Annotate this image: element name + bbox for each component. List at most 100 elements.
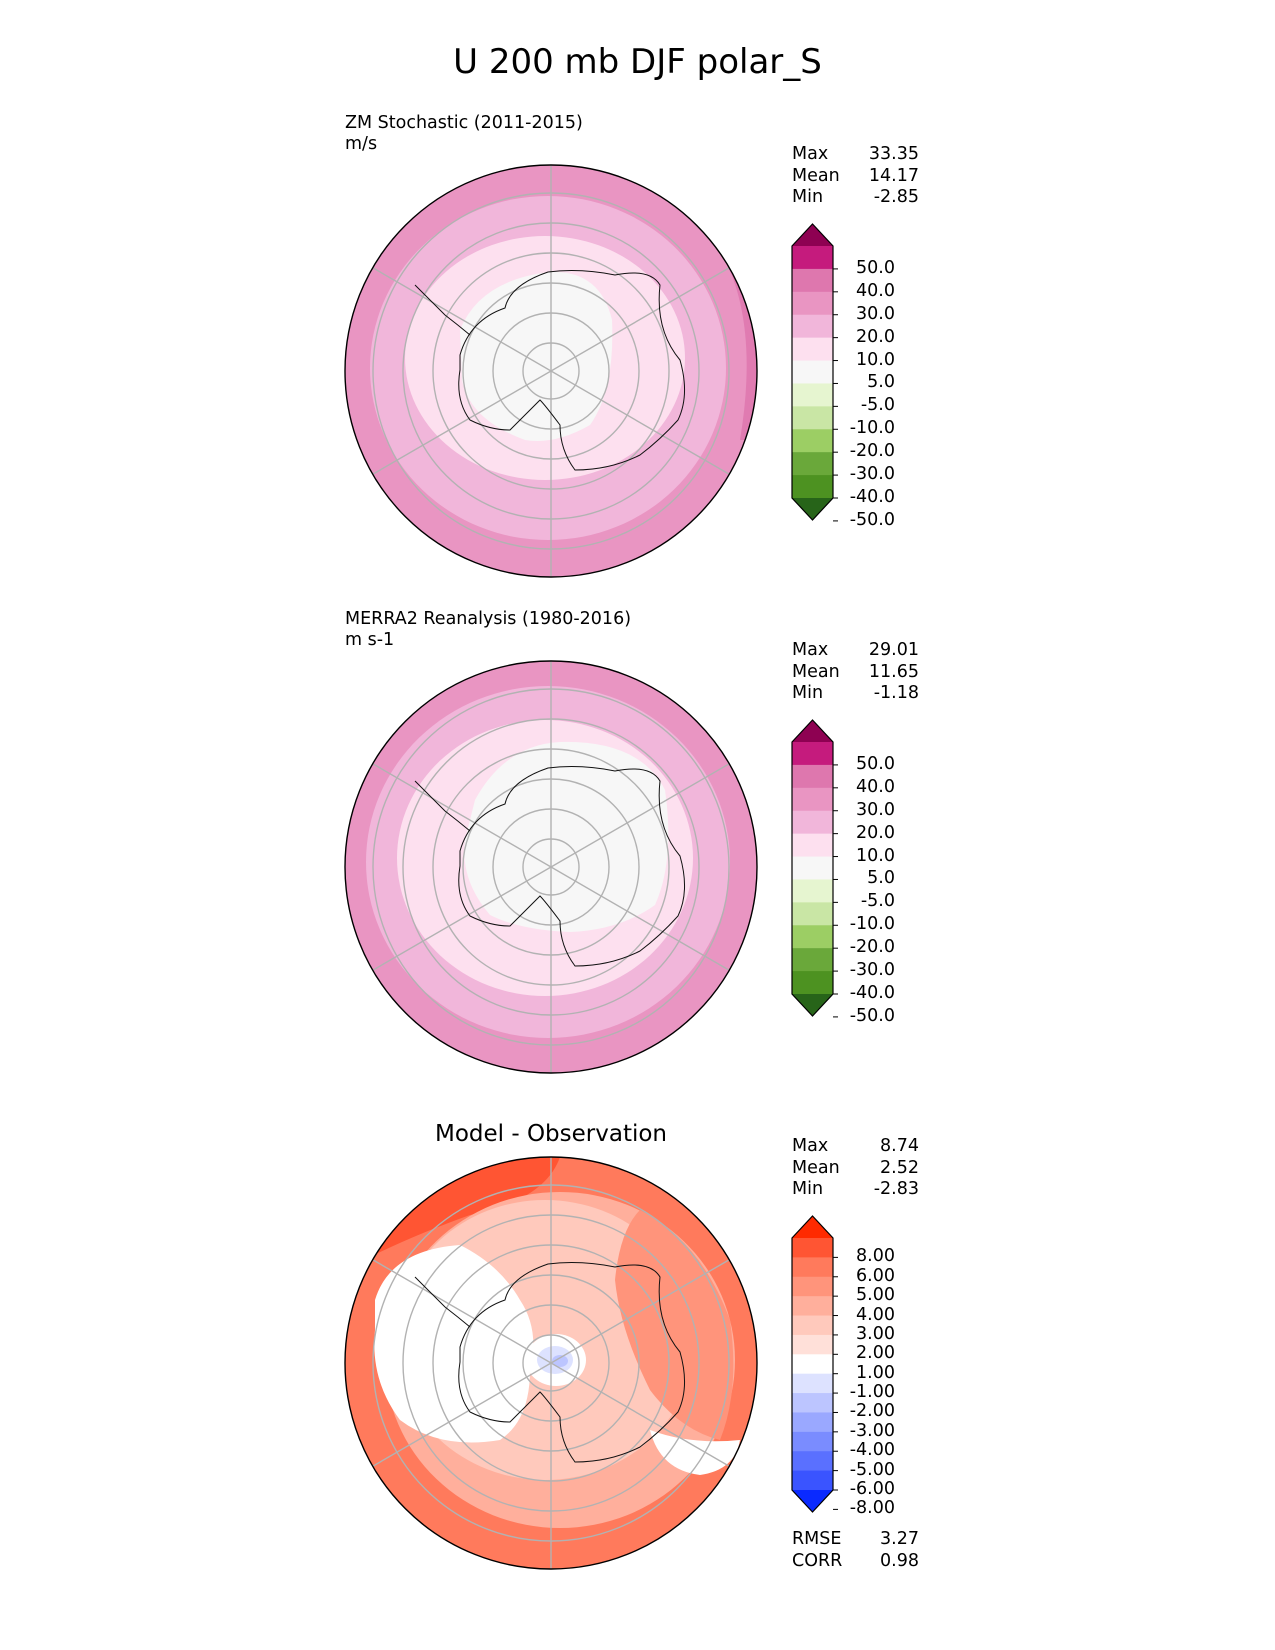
map-1-peninsula [414, 284, 471, 336]
map-2-peninsula [414, 780, 471, 832]
map-panel-3 [344, 1156, 758, 1570]
stat-value: 11.65 [868, 661, 919, 682]
panel-1-title-line1: ZM Stochastic (2011-2015) [345, 113, 583, 133]
panel-2-title-line1: MERRA2 Reanalysis (1980-2016) [345, 609, 632, 629]
map-1-coastline [458, 270, 685, 471]
field-band-4-5-east [615, 1210, 734, 1440]
colorbar-segment [792, 810, 833, 835]
panel-2-title: MERRA2 Reanalysis (1980-2016) m s-1 [345, 609, 631, 651]
map-1-graticule [367, 165, 735, 577]
colorbar-tick-label: -40.0 [849, 487, 895, 507]
colorbar-segment [792, 1393, 833, 1414]
colorbar-extend-min [792, 994, 833, 1016]
panel-2-units: m s-1 [345, 630, 395, 650]
map-3-boundary [344, 1156, 758, 1570]
stat-value: -2.83 [873, 1179, 919, 1199]
stat-label: Mean [792, 661, 840, 682]
stat-value: -2.85 [873, 187, 919, 207]
stat-label: Max [792, 144, 829, 164]
colorbar-segment [792, 337, 833, 362]
colorbar-tick-label: 50.0 [856, 753, 895, 774]
colorbar-segment [792, 1315, 833, 1336]
colorbar-tick-label: -20.0 [849, 937, 895, 958]
colorbar-tick-label: 8.00 [856, 1246, 895, 1267]
colorbar-tick-label: -20.0 [849, 441, 895, 462]
colorbar-extend-max [792, 224, 833, 246]
map-1-field [345, 165, 757, 577]
colorbar-segment [792, 406, 833, 430]
map-3-graticule [367, 1157, 735, 1569]
colorbar-tick-label: -40.0 [849, 983, 895, 1003]
stat-value: 2.52 [880, 1157, 919, 1178]
metric-value: 0.98 [880, 1550, 919, 1571]
colorbar-segment [792, 1412, 833, 1433]
colorbar-segment [792, 429, 833, 453]
colorbar-segment [792, 925, 833, 949]
colorbar-segment [792, 1431, 833, 1452]
colorbar-extend-max [792, 720, 833, 742]
panel-3-stats: Max 8.74 Mean 2.52 Min -2.83 [792, 1136, 919, 1201]
colorbar-extend-min [792, 1490, 833, 1512]
colorbar-tick-label: -30.0 [849, 960, 895, 981]
colorbar-segment [792, 948, 833, 972]
colorbar-segment [792, 452, 833, 476]
stat-value: 14.17 [868, 165, 919, 186]
colorbar-segment [792, 1470, 833, 1491]
colorbar-tick-label: 5.00 [856, 1285, 895, 1306]
colorbar-tick-label: -2.00 [849, 1401, 895, 1422]
colorbar-segment [792, 1334, 833, 1355]
map-2-boundary [344, 660, 758, 1074]
colorbar-segment [792, 360, 833, 385]
colorbar-segment [792, 833, 833, 858]
colorbar-tick-label: 10.0 [856, 349, 895, 370]
map-3-coastline [458, 1262, 685, 1463]
colorbar-tick-label: 5.0 [867, 372, 895, 393]
colorbar-tick-label: -1.00 [849, 1382, 895, 1403]
metric-label: RMSE [792, 1529, 842, 1549]
metric-value: 3.27 [880, 1529, 919, 1549]
field-band-minus1-1-east [650, 1430, 740, 1475]
colorbar-segment [792, 879, 833, 903]
stat-label: Max [792, 640, 829, 660]
panel-1-units: m/s [345, 134, 378, 154]
colorbar-tick-label: -50.0 [849, 1005, 895, 1026]
colorbar-segment [792, 291, 833, 316]
colorbar-segment [792, 383, 833, 407]
colorbar-segment [792, 1257, 833, 1278]
map-panel-2 [344, 660, 758, 1074]
map-3-peninsula [414, 1276, 471, 1328]
panel-3-metrics: RMSE 3.27 CORR 0.98 [792, 1529, 919, 1572]
colorbar-segment [792, 856, 833, 881]
colorbar-tick-label: -10.0 [849, 914, 895, 935]
colorbar-tick-label: 30.0 [856, 303, 895, 324]
colorbars [791, 223, 838, 1513]
colorbar-tick-label: 30.0 [856, 799, 895, 820]
colorbar-segment [792, 1296, 833, 1317]
colorbar-segment [792, 1276, 833, 1297]
panel-1-stats: Max 33.35 Mean 14.17 Min -2.85 [792, 144, 919, 209]
colorbar-tick-label: 5.0 [867, 868, 895, 889]
colorbar-tick-label: -10.0 [849, 418, 895, 439]
panel-3-title: Model - Observation [434, 1121, 668, 1147]
stat-value: 29.01 [868, 640, 919, 660]
field-band-minus5-5 [464, 741, 669, 932]
colorbar-tick-label: -5.0 [860, 395, 895, 416]
colorbar-tick-label: -8.00 [849, 1498, 895, 1519]
colorbar-tick-label: 3.00 [856, 1323, 895, 1344]
colorbar-segment [792, 1373, 833, 1394]
colorbar-tick-label: 10.0 [856, 845, 895, 866]
colorbar-segment [792, 742, 833, 766]
stat-label: Mean [792, 1157, 840, 1178]
colorbar-tick-label: -30.0 [849, 464, 895, 485]
stat-value: 8.74 [880, 1136, 919, 1156]
panel-2-stats: Max 29.01 Mean 11.65 Min -1.18 [792, 640, 919, 705]
colorbar-segment [792, 1451, 833, 1472]
colorbar-tick-label: 20.0 [856, 326, 895, 347]
stat-label: Min [792, 683, 824, 703]
colorbar-extend-min [792, 498, 833, 520]
colorbar-extend-max [792, 1216, 833, 1238]
colorbar-tick-label: 40.0 [856, 280, 895, 301]
colorbar-segment [792, 902, 833, 926]
colorbar-segment [792, 764, 833, 789]
